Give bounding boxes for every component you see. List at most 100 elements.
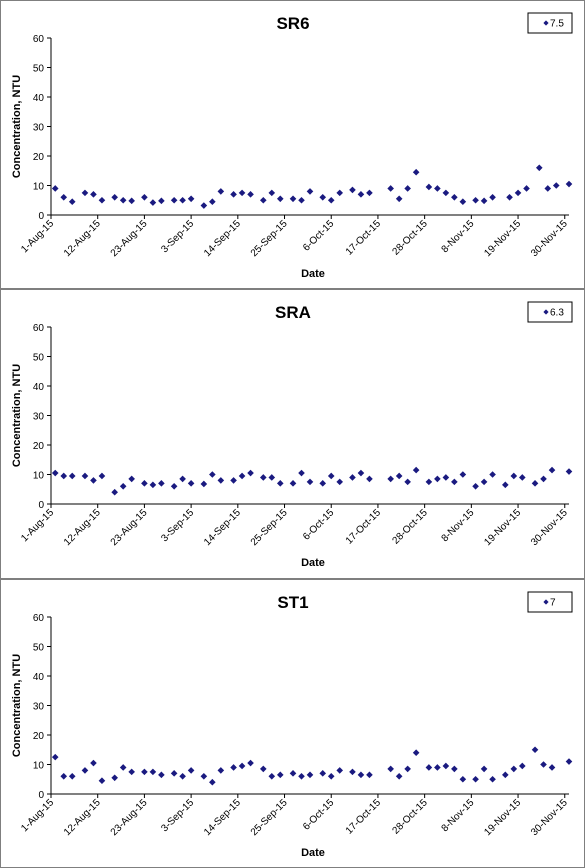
chart-panel-st1: ST1 0 10 20 30 40 50 60 1-Aug-15 12-Aug-15 23-Aug-… [0,579,585,868]
data-point [336,478,344,486]
x-tick-label: 17-Oct-15 [344,218,384,258]
data-point [472,196,479,204]
y-tick-label: 20 [33,152,45,163]
data-point [170,196,178,204]
data-point [111,488,118,496]
data-point [128,475,135,483]
chart-title: SR6 [276,14,309,33]
data-point [319,480,327,487]
data-point [81,767,89,774]
data-point [187,480,195,487]
data-point [489,194,496,201]
data-point [480,197,488,205]
data-point [357,191,365,198]
legend-marker [543,20,549,26]
y-tick-label: 60 [33,34,45,45]
data-point [552,182,560,189]
data-point [289,195,297,203]
data-point [187,767,195,774]
x-axis-label: Date [301,847,325,859]
data-point [170,483,178,490]
y-tick-label: 0 [38,790,44,801]
legend-label: 7.5 [550,19,564,30]
data-point [119,196,127,204]
chart-st1: ST1 0 10 20 30 40 50 60 1-Aug-15 12-Aug-15 23-Aug-… [11,591,573,859]
data-point [459,775,467,783]
data-point [179,475,186,483]
data-point [209,198,216,206]
x-tick-label: 17-Oct-15 [344,507,384,547]
data-point [506,194,513,201]
legend-marker [543,309,549,315]
legend-marker [543,599,549,605]
data-point [366,475,373,483]
x-tick-label: 14-Sep-15 [202,218,243,259]
data-point [336,189,344,197]
data-point [523,185,530,192]
data-point [247,759,254,767]
data-point [90,191,97,198]
data-point [459,471,467,478]
x-tick-label: 30-Nov-15 [529,797,570,838]
x-tick-label: 30-Nov-15 [529,218,570,259]
chart-panel-sra: SRA 0 10 20 30 40 50 60 1-Aug-15 12-Aug-15 23-Aug-… [0,289,585,579]
legend: 7 [527,591,573,613]
legend: 6.3 [527,301,573,323]
data-point [149,481,157,489]
data-point [514,189,522,197]
data-point [187,195,195,203]
data-point [349,474,356,481]
data-point [149,199,157,206]
y-tick-label: 60 [33,323,45,334]
x-tick-label: 1-Aug-15 [19,218,56,255]
y-tick-label: 10 [33,761,45,772]
chart-panel-sr6: SR6 0 10 20 30 40 50 60 1-Aug-15 12-Aug-15 23-Aug-… [0,0,585,289]
data-point [238,189,246,197]
data-point [298,469,305,477]
data-point [68,773,76,780]
data-point [472,483,479,490]
x-tick-label: 25-Sep-15 [249,507,290,548]
data-point [434,475,441,483]
data-point [535,164,543,172]
data-point [217,188,225,195]
data-point [327,773,335,780]
data-point [412,168,420,176]
x-tick-label: 23-Aug-15 [109,797,150,838]
x-tick-label: 8-Nov-15 [440,507,477,544]
data-point [119,764,127,771]
data-point [111,194,118,201]
x-tick-label: 12-Aug-15 [62,797,103,838]
x-tick-label: 14-Sep-15 [202,507,243,548]
data-point [395,773,403,780]
data-point [502,771,509,779]
data-point [548,764,556,771]
data-point [170,770,178,777]
legend-label: 7 [550,598,556,609]
data-point [276,771,284,779]
data-point [357,771,365,779]
data-point [217,477,225,484]
data-point [425,478,433,486]
data-point [404,478,411,486]
data-point [68,472,76,480]
data-point [209,471,216,478]
data-point [141,194,148,201]
data-point [158,771,165,779]
x-tick-label: 19-Nov-15 [482,507,523,548]
data-point [98,472,106,480]
data-point [531,480,539,487]
data-point [366,771,373,779]
data-point [442,474,450,481]
x-tick-label: 8-Nov-15 [440,218,477,255]
data-point [425,183,433,191]
data-point [518,474,526,481]
data-point [238,472,246,480]
data-point [268,773,276,780]
data-point [451,765,458,773]
legend-box [527,591,573,613]
data-point [306,771,314,779]
data-point [51,185,59,192]
data-point [540,761,547,768]
data-point [510,472,518,480]
